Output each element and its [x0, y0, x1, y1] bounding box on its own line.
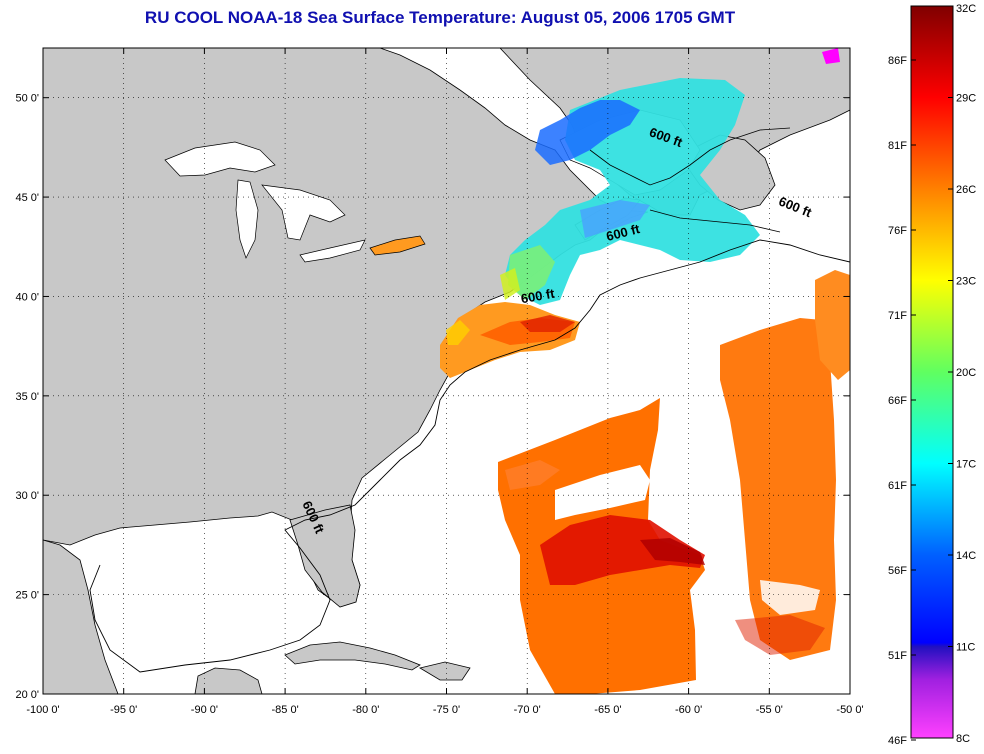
lon-tick-label: -60 0' [675, 704, 702, 716]
lon-tick-label: -75 0' [433, 704, 460, 716]
colorbar-celsius-label: 32C [956, 3, 976, 15]
lon-tick-label: -65 0' [594, 704, 621, 716]
mexico-land [43, 539, 119, 694]
lat-tick-label: 40 0' [15, 291, 39, 303]
lon-tick-label: -85 0' [272, 704, 299, 716]
lon-tick-label: -55 0' [756, 704, 783, 716]
lon-tick-label: -90 0' [191, 704, 218, 716]
colorbar-celsius-label: 11C [956, 642, 975, 654]
colorbar-celsius-label: 29C [956, 93, 976, 105]
map-axes: -100 0' -95 0' -90 0' -85 0' -80 0' -75 0' -70… [15, 48, 864, 716]
lake-superior [164, 141, 276, 177]
lat-tick-label: 45 0' [15, 192, 39, 204]
lat-tick-label: 35 0' [15, 391, 39, 403]
lon-tick-label: -100 0' [26, 704, 59, 716]
colorbar-celsius-label: 14C [956, 550, 976, 562]
lat-tick-label: 20 0' [15, 689, 39, 701]
colorbar-celsius-label: 17C [956, 459, 976, 471]
lake-ontario [369, 235, 426, 256]
lon-tick-label: -50 0' [836, 704, 863, 716]
lat-tick-label: 25 0' [15, 590, 39, 602]
colorbar-fahrenheit-label: 81F [888, 140, 907, 152]
colorbar-celsius-label: 26C [956, 184, 976, 196]
cuba-land [284, 641, 421, 671]
colorbar-fahrenheit-label: 51F [888, 650, 907, 662]
colorbar-fahrenheit-label: 86F [888, 55, 907, 67]
florida-land [289, 504, 361, 608]
colorbar-gradient [910, 5, 954, 739]
colorbar-celsius-label: 20C [956, 367, 976, 379]
colorbar-fahrenheit-label: 66F [888, 395, 907, 407]
lon-tick-label: -70 0' [514, 704, 541, 716]
hispaniola-land [418, 661, 471, 681]
colorbar-fahrenheit-label: 56F [888, 565, 907, 577]
sst-overlay [440, 48, 850, 694]
lat-tick-label: 50 0' [15, 93, 39, 105]
lake-michigan [235, 179, 259, 259]
yucatan-land [194, 667, 263, 694]
lat-tick-label: 30 0' [15, 490, 39, 502]
colorbar-fahrenheit-label: 61F [888, 480, 907, 492]
colorbar-fahrenheit-label: 71F [888, 310, 907, 322]
lake-erie [299, 239, 366, 263]
colorbar-celsius-label: 8C [956, 733, 970, 745]
isobath-contour-600ft [89, 127, 850, 673]
colorbar-labels: 32C 29C 26C 23C 20C 17C 14C 11C 8C 86F 81F 76F 71F 66… [888, 3, 976, 747]
colorbar-celsius-label: 23C [956, 276, 976, 288]
colorbar-fahrenheit-label: 76F [888, 225, 907, 237]
isobath-label: 600 ft [520, 286, 557, 307]
map-border [42, 47, 851, 695]
colorbar-fahrenheit-label: 46F [888, 735, 907, 747]
lon-tick-label: -95 0' [110, 704, 137, 716]
map-title: RU COOL NOAA-18 Sea Surface Temperature:… [144, 8, 736, 27]
lon-tick-label: -80 0' [352, 704, 379, 716]
